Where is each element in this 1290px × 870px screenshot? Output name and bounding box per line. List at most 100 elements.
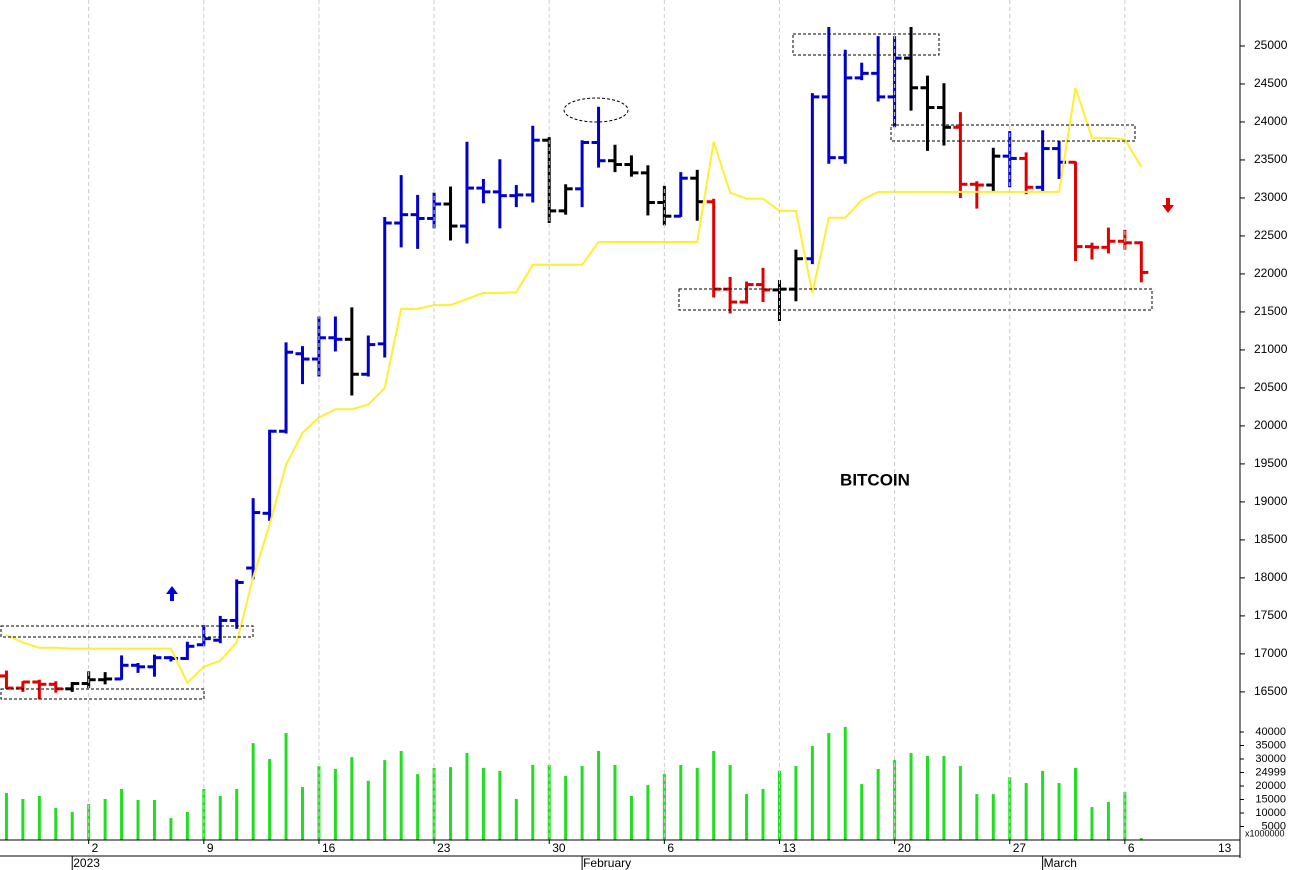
volume-tick-label: 30000 (1255, 753, 1286, 765)
volume-bar (152, 800, 156, 840)
y-tick-label: 20500 (1254, 380, 1288, 394)
volume-bar (745, 794, 749, 840)
volume-bar (876, 769, 880, 840)
volume-bar (383, 760, 387, 840)
y-tick-label: 21000 (1254, 342, 1288, 356)
volume-bar (514, 798, 518, 840)
annotation-box (890, 124, 1136, 142)
volume-bar (1090, 807, 1094, 840)
volume-bar (679, 764, 683, 840)
volume-bar (580, 766, 584, 840)
volume-tick-label: 40000 (1255, 726, 1286, 738)
up-arrow (166, 586, 178, 601)
volume-bar (54, 807, 58, 840)
volume-bar (350, 757, 354, 840)
volume-bar (1024, 783, 1028, 840)
volume-bar (1041, 770, 1045, 840)
volume-tick-label: 24999 (1255, 766, 1286, 778)
volume-bar (432, 767, 436, 840)
x-tick-label: 20 (898, 841, 912, 855)
volume-bar (136, 800, 140, 840)
y-tick-label: 17000 (1254, 646, 1288, 660)
stop-line (5, 87, 1143, 685)
volume-bar (827, 733, 831, 840)
y-tick-label: 16500 (1254, 684, 1288, 698)
volume-bar (251, 743, 255, 840)
x-major-label: 2023 (73, 856, 100, 870)
volume-bar (909, 753, 913, 840)
x-major-label: February (583, 856, 631, 870)
volume-bar (333, 769, 337, 840)
volume-bar (70, 811, 74, 840)
volume-bar (465, 753, 469, 840)
volume-bar (810, 746, 814, 840)
volume-bar (761, 788, 765, 840)
volume-tick-label: 15000 (1255, 793, 1286, 805)
volume-bar (629, 795, 633, 840)
volume-bar (268, 759, 272, 840)
annotation-text: BITCOIN (840, 470, 910, 489)
x-tick-label: 30 (552, 841, 566, 855)
volume-bar (1057, 783, 1061, 840)
volume-bar (169, 818, 173, 840)
volume-bar (120, 788, 124, 840)
volume-bar (37, 795, 41, 840)
volume-bar (991, 794, 995, 840)
volume-bar (695, 767, 699, 840)
volume-tick-label: 35000 (1255, 739, 1286, 751)
annotation-box (0, 688, 205, 700)
volume-bar (481, 767, 485, 840)
annotation-box (678, 288, 1153, 311)
x-tick-label: 13 (1218, 841, 1232, 855)
y-tick-label: 24500 (1254, 76, 1288, 90)
x-tick-label: 23 (437, 841, 451, 855)
y-tick-label: 23000 (1254, 190, 1288, 204)
volume-bar (399, 750, 403, 840)
y-tick-label: 19500 (1254, 456, 1288, 470)
volume-bar (975, 794, 979, 840)
volume-bar (597, 750, 601, 840)
volume-scale-label: x1000000 (1245, 828, 1285, 838)
y-tick-label: 24000 (1254, 114, 1288, 128)
annotation-box (0, 625, 254, 638)
volume-bar (531, 764, 535, 840)
annotation-ellipse (563, 97, 629, 123)
volume-bar (712, 750, 716, 840)
volume-bar (843, 726, 847, 840)
y-tick-label: 22500 (1254, 228, 1288, 242)
y-tick-label: 25000 (1254, 38, 1288, 52)
volume-bar (860, 784, 864, 840)
volume-bar (449, 767, 453, 840)
volume-bar (498, 770, 502, 840)
volume-bar (728, 764, 732, 840)
x-tick-label: 16 (322, 841, 336, 855)
y-tick-label: 22000 (1254, 266, 1288, 280)
x-tick-label: 6 (1128, 841, 1135, 855)
y-tick-label: 19000 (1254, 494, 1288, 508)
volume-bar (366, 780, 370, 840)
volume-bar (416, 774, 420, 840)
down-arrow (1162, 198, 1174, 213)
y-tick-label: 17500 (1254, 608, 1288, 622)
volume-bar (613, 764, 617, 840)
y-tick-label: 18000 (1254, 570, 1288, 584)
volume-bar (235, 788, 239, 840)
volume-bar (301, 787, 304, 840)
x-tick-label: 6 (667, 841, 674, 855)
volume-tick-label: 20000 (1255, 780, 1286, 792)
volume-bar (317, 766, 321, 840)
volume-bar (1074, 767, 1078, 840)
volume-tick-label: 10000 (1255, 807, 1286, 819)
volume-bar (547, 764, 551, 840)
x-tick-label: 9 (207, 841, 214, 855)
y-tick-label: 23500 (1254, 152, 1288, 166)
x-tick-label: 27 (1013, 841, 1027, 855)
volume-bar (926, 756, 929, 840)
x-tick-label: 2 (92, 841, 99, 855)
annotation-box (792, 33, 940, 56)
y-tick-label: 18500 (1254, 532, 1288, 546)
volume-bar (103, 798, 107, 840)
volume-bar (218, 795, 222, 840)
y-tick-label: 20000 (1254, 418, 1288, 432)
